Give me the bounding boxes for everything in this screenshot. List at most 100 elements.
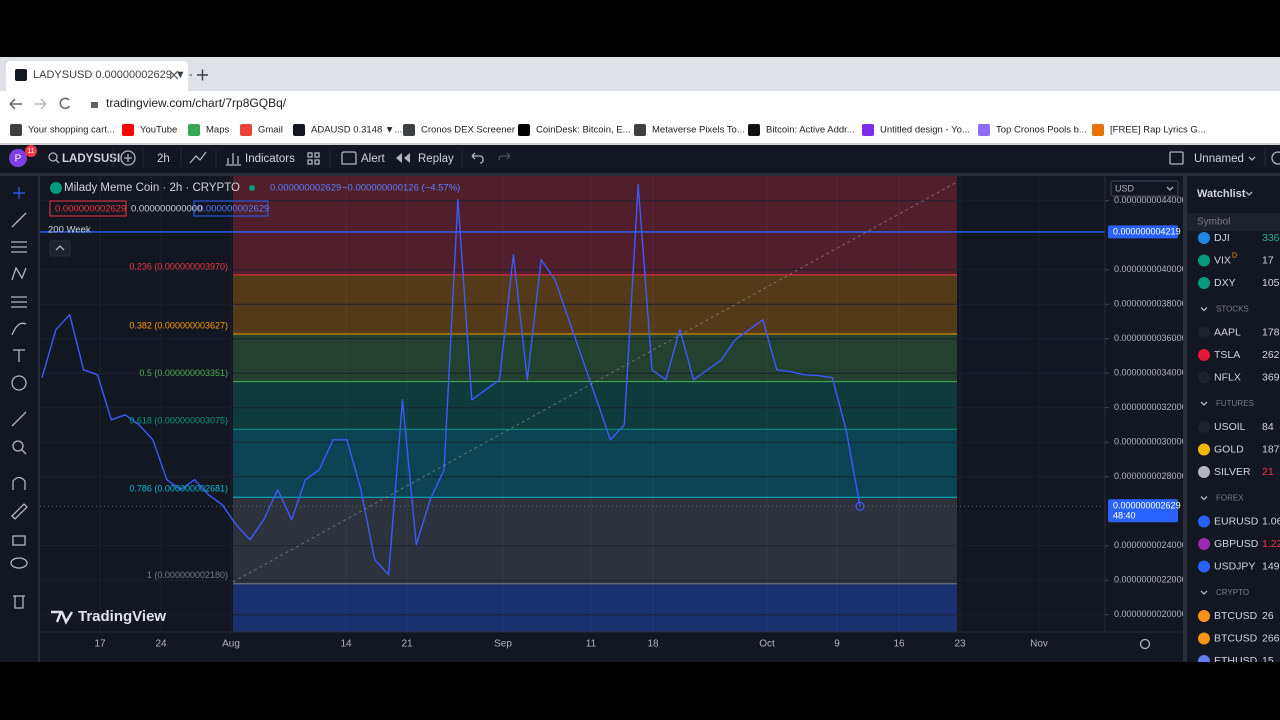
trend-line-tool[interactable] <box>11 212 27 228</box>
buy-price: 0.000000002629 <box>198 204 269 215</box>
templates-icon[interactable] <box>307 152 313 158</box>
bookmark-icon <box>862 124 874 136</box>
fib-tool[interactable] <box>11 241 27 253</box>
bookmark[interactable]: Maps <box>206 125 229 136</box>
last-price: 15 <box>1262 655 1274 667</box>
symbol: AAPL <box>1214 326 1241 338</box>
projection-tool[interactable] <box>11 296 27 308</box>
watchlist-caret[interactable] <box>1245 191 1253 196</box>
badge <box>25 145 37 157</box>
avatar[interactable] <box>9 149 27 167</box>
collapse-legend[interactable] <box>49 240 71 257</box>
reload-button[interactable] <box>59 97 71 110</box>
tab-strip <box>0 57 1280 91</box>
lock-tool[interactable] <box>12 535 26 546</box>
axis-settings[interactable] <box>1139 638 1151 650</box>
time-label: 21 <box>401 639 413 650</box>
symbol-search[interactable]: LADYSUSI <box>62 153 120 165</box>
toolbar-more[interactable] <box>1271 151 1280 165</box>
indicators-icon <box>226 153 241 166</box>
redo[interactable] <box>498 152 511 161</box>
symbol: DXY <box>1214 277 1236 289</box>
replay-button[interactable]: Replay <box>418 153 454 165</box>
bookmark-icon <box>978 124 990 136</box>
time-label: 11 <box>586 639 597 650</box>
icon-tool[interactable] <box>11 375 27 391</box>
bookmark[interactable]: ADAUSD 0.3148 ▼... <box>311 125 402 136</box>
back-button[interactable] <box>9 98 22 110</box>
buy-box[interactable] <box>193 200 269 217</box>
compare-button[interactable] <box>120 150 136 166</box>
currency-caret <box>1166 186 1174 191</box>
symbol-icon <box>1198 515 1210 528</box>
currency-select[interactable] <box>1110 180 1179 197</box>
bookmark[interactable]: [FREE] Rap Lyrics G... <box>1110 125 1206 136</box>
bookmark-icon <box>293 124 305 136</box>
forward-button[interactable] <box>34 98 47 110</box>
bookmark[interactable]: Your shopping cart... <box>28 125 115 136</box>
symbol-icon <box>1198 326 1210 339</box>
section-caret[interactable] <box>1200 401 1208 406</box>
section-caret[interactable] <box>1200 496 1208 501</box>
bookmark[interactable]: CoinDesk: Bitcoin, E... <box>536 125 631 136</box>
chart-type[interactable] <box>189 151 207 164</box>
bookmark[interactable]: Cronos DEX Screener <box>421 125 515 136</box>
section-title[interactable]: FOREX <box>1216 494 1244 503</box>
sell-box[interactable] <box>49 200 127 217</box>
bookmark[interactable]: Untitled design - Yo... <box>880 125 970 136</box>
tab-close[interactable] <box>169 70 179 80</box>
zoom-tool[interactable] <box>12 440 24 452</box>
watchlist-title[interactable]: Watchlist <box>1197 188 1246 200</box>
layout-icon[interactable] <box>1169 151 1184 165</box>
alert-button[interactable]: Alert <box>361 153 385 165</box>
symbol: USDJPY <box>1214 560 1255 572</box>
divider <box>0 173 1280 176</box>
section-caret[interactable] <box>1200 307 1208 312</box>
stay-drawing[interactable] <box>11 503 28 520</box>
y-tick-label: 0.0000000022000 <box>1114 575 1187 585</box>
price-line <box>41 184 861 576</box>
bookmark[interactable]: Bitcoin: Active Addr... <box>766 125 855 136</box>
watermark: TradingView <box>78 608 166 625</box>
bookmark[interactable]: Gmail <box>258 125 283 136</box>
fib-band <box>233 334 957 382</box>
column-header[interactable]: Symbol <box>1197 217 1230 228</box>
remove-tool[interactable] <box>13 595 25 609</box>
section-title[interactable]: CRYPTO <box>1216 588 1249 597</box>
pattern-tool[interactable] <box>11 266 27 281</box>
interval[interactable]: 2h <box>157 153 170 165</box>
symbol: GBPUSD <box>1214 538 1259 550</box>
bookmark[interactable]: Top Cronos Pools b... <box>996 125 1087 136</box>
section-title[interactable]: STOCKS <box>1216 305 1249 314</box>
indicator-label[interactable]: 200 Week <box>48 225 91 236</box>
url[interactable]: tradingview.com/chart/7rp8GQBq/ <box>106 96 287 110</box>
hide-tool[interactable] <box>10 557 28 569</box>
symbol-logo <box>50 182 62 194</box>
undo[interactable] <box>471 152 484 164</box>
section-title[interactable]: FUTURES <box>1216 399 1254 408</box>
legend-title[interactable]: Milady Meme Coin · 2h · CRYPTO <box>64 182 240 194</box>
active-tab[interactable] <box>6 61 188 91</box>
text-tool[interactable] <box>13 349 25 362</box>
crosshair-tool[interactable] <box>13 187 25 199</box>
section-caret[interactable] <box>1200 590 1208 595</box>
bookmark[interactable]: Metaverse Pixels To... <box>652 125 745 136</box>
symbol: TSLA <box>1214 349 1240 361</box>
magnet-tool[interactable] <box>12 476 26 491</box>
fib-band <box>233 497 957 584</box>
bookmark-icon <box>518 124 530 136</box>
measure-tool[interactable] <box>11 411 27 427</box>
layout-name[interactable]: Unnamed <box>1194 153 1244 165</box>
symbol-icon <box>1198 466 1210 478</box>
new-tab[interactable] <box>197 69 208 81</box>
brush-tool[interactable] <box>11 322 27 336</box>
omnibox[interactable] <box>82 93 1272 115</box>
last-price: 1.22 <box>1262 538 1280 550</box>
indicators-button[interactable]: Indicators <box>245 153 295 165</box>
sell-price: 0.000000002629 <box>55 204 126 215</box>
symbol-icon <box>1198 277 1210 289</box>
bookmark[interactable]: YouTube <box>140 125 177 136</box>
symbol: BTCUSD <box>1214 632 1258 644</box>
layout-caret[interactable] <box>1248 156 1256 161</box>
symbol: ETHUSD <box>1214 655 1258 667</box>
